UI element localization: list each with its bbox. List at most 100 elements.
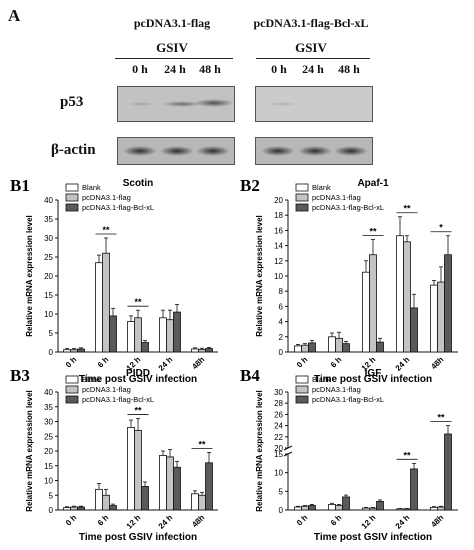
bar [294,345,302,353]
bar [70,349,78,353]
bar [376,341,384,353]
blot-actin-left [117,137,235,165]
panel-letter-b3: B3 [10,366,30,385]
bar [95,488,103,511]
bar [410,307,418,353]
legend-swatch [65,395,79,404]
x-tick-label: 24 h [157,513,175,531]
legend-swatch [295,375,309,384]
legend-swatch [65,203,79,212]
legend-label: pcDNA3.1-flag [312,385,361,394]
significance-mark: ** [437,413,445,423]
blot-actin-right [255,137,373,165]
timepoint-label: 24 h [164,62,186,76]
significance-mark: ** [198,439,206,449]
x-tick-label: 48h [190,513,206,529]
x-tick-label: 24 h [394,513,412,531]
y-axis-label: Relative mRNA expression level [25,215,34,337]
panel-letter-b1: B1 [10,176,30,195]
x-tick-label: 6 h [329,513,344,528]
bar [301,505,309,511]
bar [369,254,377,353]
y-tick-label: 15 [44,291,53,300]
x-tick-label: 6 h [96,355,111,370]
bar [127,426,135,511]
x-tick-label: 48h [190,355,206,371]
bar [173,466,181,511]
chart-b1: B1 Scotin 0 5 10 15 20 25 30 35 40 Relative mRNA ex… [10,176,218,385]
bar [198,348,206,353]
blot-p53-right [255,86,373,122]
legend-swatch [295,203,309,212]
x-tick-label: 12 h [125,513,143,531]
bar [77,348,85,353]
legend-swatch [295,193,309,202]
bar [301,344,309,353]
group-condition-2: GSIV [295,40,327,55]
bar [437,281,445,353]
y-tick-label: 10 [44,477,53,486]
legend-label: pcDNA3.1-flag-Bcl-xL [312,203,384,212]
x-tick-label: 6 h [329,355,344,370]
y-tick-label: 30 [274,388,283,397]
y-tick-label: 40 [44,196,53,205]
y-tick-label: 24 [274,422,283,431]
y-axis-label: Relative mRNA expression level [25,390,34,512]
x-axis-label: Time post GSIV infection [79,532,197,543]
timepoint-label: 24 h [302,62,324,76]
bar [396,508,404,511]
bar [77,506,85,511]
legend-label: Blank [82,183,101,192]
chart-b2: B2 Apaf-1 0 2 4 6 8 10 12 14 16 18 20 Relative mRNA e… [240,176,458,385]
x-tick-label: 0 h [295,355,310,370]
bar [166,319,174,353]
bar [198,494,206,511]
y-tick-label: 0 [279,348,284,357]
x-tick-label: 48h [429,355,445,371]
y-tick-label: 20 [274,196,283,205]
x-tick-label: 12 h [360,513,378,531]
y-tick-label: 26 [274,410,283,419]
protein-label-p53: p53 [60,94,84,110]
bar [328,336,336,353]
legend-label: pcDNA3.1-flag-Bcl-xL [82,203,154,212]
legend-label: pcDNA3.1-flag [312,193,361,202]
significance-mark: ** [369,227,377,237]
y-tick-label: 2 [279,333,284,342]
significance-mark: ** [102,225,110,235]
x-tick-label: 48h [429,513,445,529]
y-tick-label: 18 [274,211,283,220]
y-tick-label: 5 [279,487,284,496]
bar [430,506,438,511]
bar [308,505,316,511]
bar [294,506,302,511]
bar [410,468,418,511]
bar [159,317,167,353]
bar [328,503,336,511]
bar [127,321,135,353]
y-tick-label: 16 [274,226,283,235]
bar [362,507,370,511]
legend-label: Blank [312,375,331,384]
bar [403,241,411,353]
bar [437,506,445,511]
bar [444,433,452,511]
timepoint-label: 48 h [199,62,221,76]
y-tick-label: 10 [44,310,53,319]
chart-b3: B3 PIDD 0 5 10 15 20 25 30 35 40 Relative mRNA expr… [10,366,218,543]
group-divider-1 [115,58,233,59]
bar [430,284,438,353]
bar [335,505,343,511]
y-tick-label: 6 [279,302,284,311]
bar [362,271,370,353]
x-tick-label: 0 h [64,355,79,370]
bar [403,508,411,511]
legend-swatch [65,385,79,394]
y-tick-label: 5 [49,491,54,500]
legend-swatch [65,193,79,202]
bar [109,315,117,353]
bar [95,262,103,353]
panel-letter-b2: B2 [240,176,260,195]
